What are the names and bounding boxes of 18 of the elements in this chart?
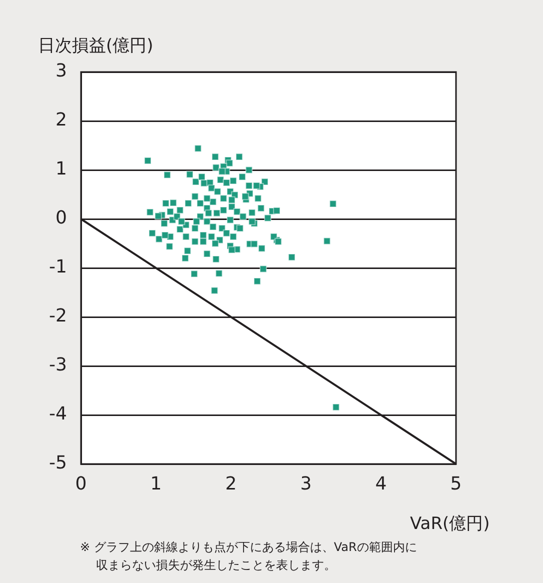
y-tick-label: 1 bbox=[56, 158, 67, 180]
y-tick-label: -2 bbox=[49, 306, 67, 327]
x-tick-label: 2 bbox=[225, 473, 237, 494]
text: ※ グラフ上の斜線よりも点が下にある場合は、VaRの範囲内に収まらない損失が発生したことを表します。 bbox=[80, 539, 418, 574]
y-tick-label: 0 bbox=[56, 208, 67, 229]
y-tick-label: 3 bbox=[56, 60, 67, 82]
y-tick-label: -3 bbox=[49, 354, 67, 376]
y-tick-label: 2 bbox=[56, 110, 67, 131]
x-tick-label: 1 bbox=[150, 473, 162, 494]
y-tick-label: -1 bbox=[49, 256, 67, 278]
y-tick-label: -4 bbox=[49, 404, 67, 425]
y-tick-label: -5 bbox=[49, 452, 67, 474]
x-tick-label: 5 bbox=[450, 473, 462, 494]
x-tick-label: 0 bbox=[75, 473, 87, 494]
y-axis-title: 日次損益(億円) bbox=[38, 35, 154, 57]
x-axis-title: VaR(億円) bbox=[410, 513, 490, 535]
x-tick-label: 3 bbox=[300, 473, 312, 494]
x-tick-label: 4 bbox=[375, 473, 387, 494]
